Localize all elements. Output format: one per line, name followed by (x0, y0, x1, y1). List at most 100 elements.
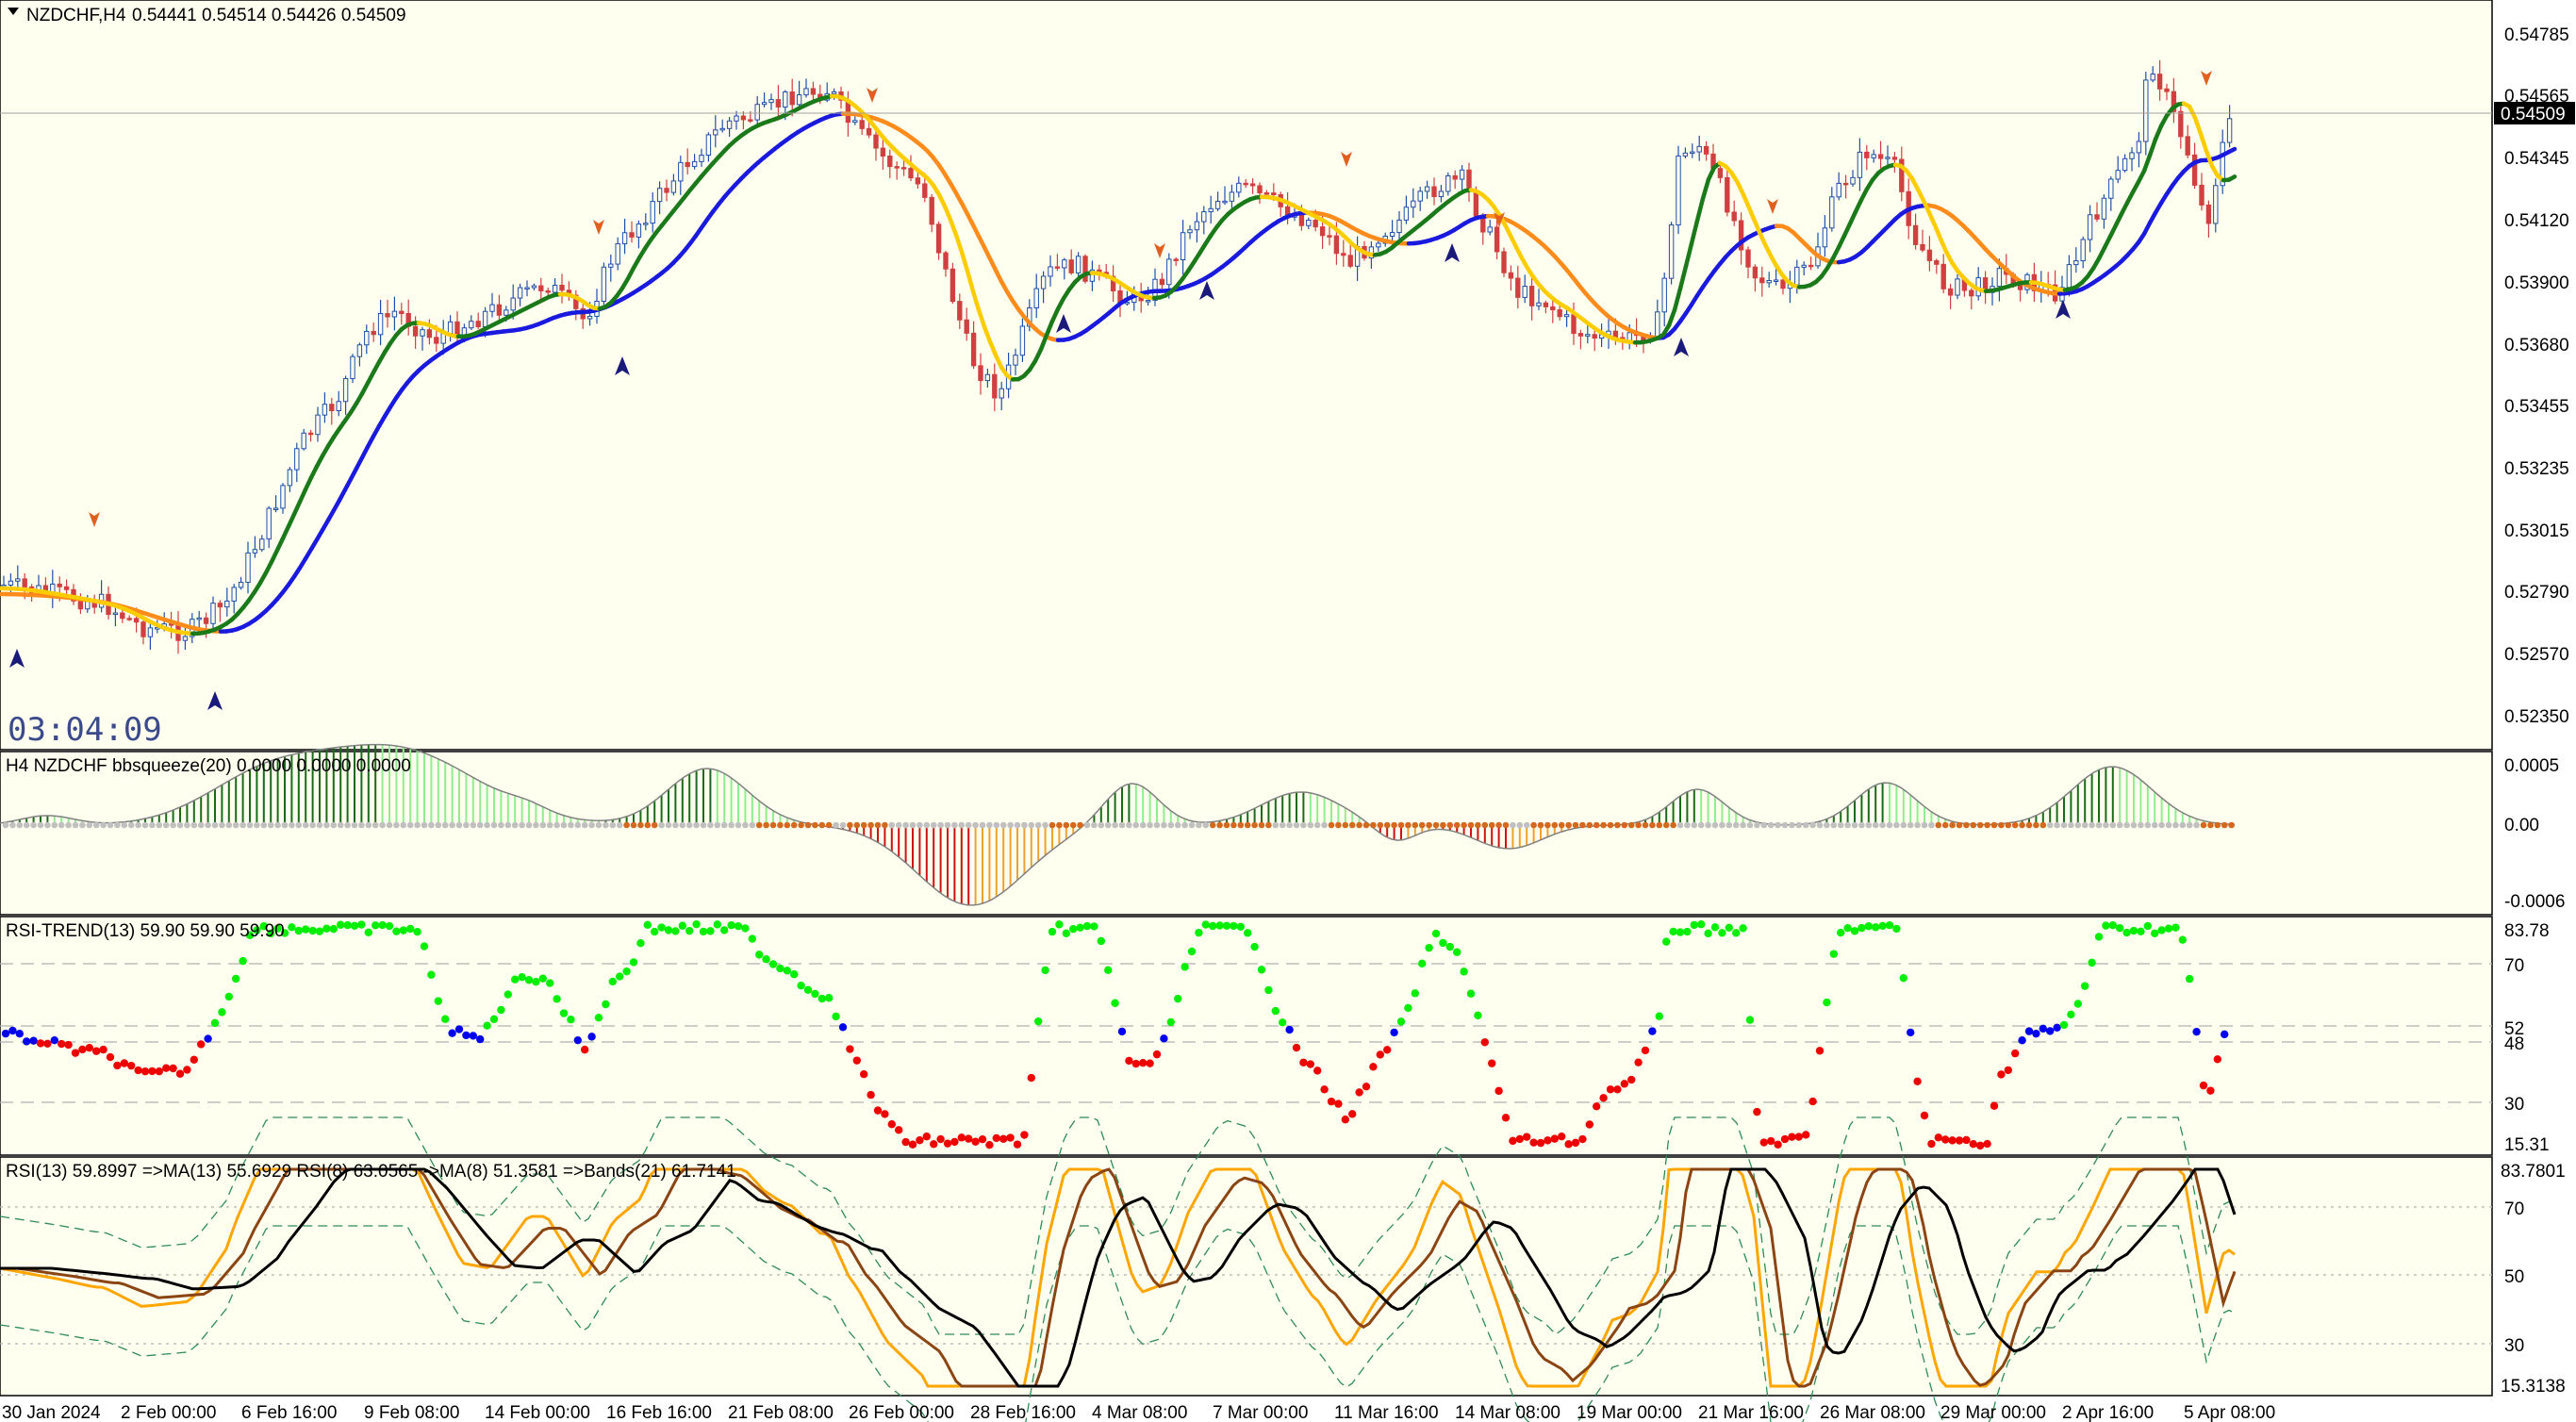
squeeze-dot (121, 821, 128, 829)
candle-body (1319, 226, 1326, 237)
squeeze-dot (1900, 821, 1907, 829)
candle-body (63, 586, 70, 590)
rsi-trend-dot (120, 1059, 128, 1067)
rsi-trend-dot (288, 923, 296, 932)
candle-body (496, 304, 503, 316)
candle-body (147, 627, 154, 637)
squeeze-dot (30, 821, 37, 829)
rsi-trend-dot (1425, 943, 1433, 952)
squeeze-dot (1746, 821, 1754, 829)
squeeze-dot (114, 821, 121, 829)
squeeze-dot (1775, 821, 1781, 829)
rsi-trend-dot (881, 1110, 889, 1118)
squeeze-dot (274, 821, 281, 829)
candle-body (2185, 136, 2190, 156)
rsi-trend-dot (2053, 1023, 2061, 1032)
time-label: 26 Mar 08:00 (1820, 1403, 1925, 1422)
candle-body (1263, 191, 1270, 195)
buy-arrow-icon (1445, 243, 1460, 262)
rsi-trend-dot (867, 1090, 875, 1100)
fast-ma-segment (2226, 174, 2237, 182)
squeeze-dot (1104, 821, 1112, 829)
price-axis[interactable]: 0.54785 0.54565 0.54345 0.54120 0.53900 … (2494, 25, 2575, 727)
main-price-panel[interactable]: NZDCHF,H4 0.54441 0.54514 0.54426 0.5450… (0, 0, 2493, 751)
rsi-trend-dot (8, 1026, 17, 1035)
rsi-trend-dot (2067, 1010, 2075, 1018)
squeeze-dot (246, 821, 254, 829)
moving-averages-group (0, 93, 2237, 637)
rsi-trend-dot (1131, 1059, 1141, 1068)
rsi-panel[interactable]: RSI(13) 59.8997 =>MA(13) 55.6929 RSI(8) … (0, 1116, 2566, 1422)
rsi-trend-dot (1082, 921, 1092, 931)
squeeze-dot (623, 821, 630, 829)
rsi-trend-dot (936, 1134, 945, 1144)
rsi-trend-dot (483, 1021, 491, 1030)
rsi-trend-dot (2011, 1049, 2020, 1058)
squeeze-dot (1705, 821, 1711, 829)
candle-body (1690, 151, 1695, 155)
candle-body (2073, 260, 2079, 266)
sell-arrow-icon (89, 512, 100, 527)
candle-body (719, 127, 725, 131)
rsi-trend-dot (190, 1055, 198, 1064)
rsi-trend-dot (1934, 1133, 1942, 1142)
sell-arrow-icon (593, 220, 604, 235)
squeeze-dot (609, 821, 617, 829)
candle-body (1054, 266, 1061, 269)
squeeze-dot (484, 821, 490, 829)
rsi-trend-dot (1181, 963, 1189, 971)
candle-body (691, 160, 698, 168)
candle-body (1780, 279, 1786, 289)
collapse-triangle-icon[interactable] (8, 8, 19, 15)
squeeze-dot (1830, 821, 1838, 829)
rsi-trend-panel[interactable]: RSI-TREND(13) 59.90 59.90 59.90 83.78 70… (0, 916, 2550, 1156)
squeeze-dot (1691, 821, 1698, 829)
rsi-trend-dot (29, 1036, 38, 1045)
squeeze-dot (162, 821, 170, 829)
squeeze-dot (1014, 821, 1021, 829)
candle-body (1187, 229, 1193, 234)
candle-body (601, 266, 607, 302)
candle-body (217, 603, 223, 608)
squeeze-dot (100, 821, 107, 829)
buy-arrow-icon (207, 691, 223, 710)
rsi-trend-dot (197, 1040, 206, 1049)
candle-body (1, 584, 7, 587)
squeeze-dot (190, 821, 198, 829)
fast-ma-segment (303, 475, 314, 492)
squeeze-dot (568, 821, 574, 829)
candle-body (1934, 259, 1940, 265)
time-axis[interactable]: 30 Jan 2024 2 Feb 00:00 6 Feb 16:00 9 Fe… (2, 1403, 2275, 1422)
squeeze-dot (1196, 821, 1202, 829)
squeeze-dot (1510, 821, 1516, 829)
candle-body (866, 127, 872, 136)
candle-body (1438, 190, 1445, 197)
squeeze-dot (1370, 821, 1377, 829)
candle-body (999, 388, 1004, 399)
squeeze-dot (1418, 821, 1426, 829)
rsi-trend-dot (1069, 924, 1078, 934)
rsi-trend-label: 48 (2504, 1034, 2524, 1054)
rsi-trend-dot (1641, 1046, 1650, 1055)
rsi-trend-dot (930, 1140, 938, 1149)
squeeze-dot (1300, 821, 1307, 829)
squeeze-dot (1335, 821, 1342, 829)
rsi-trend-dot (1899, 973, 1908, 983)
bbsqueeze-panel[interactable]: H4 NZDCHF bbsqueeze(20) 0.0000 0.0000 0.… (0, 743, 2565, 916)
squeeze-dot (149, 821, 156, 829)
bbsqueeze-label: -0.0006 (2504, 892, 2565, 912)
candle-body (1013, 355, 1018, 366)
candle-body (1236, 182, 1242, 193)
rsi-trend-label: 52 (2504, 1019, 2524, 1039)
rsi-trend-dot (357, 920, 366, 929)
rsi-trend-dot (1431, 929, 1441, 938)
rsi-trend-dot (567, 1015, 575, 1024)
rsi-trend-dot (1201, 920, 1211, 929)
rsi-trend-dot (140, 1066, 150, 1076)
rsi-trend-dot (1174, 994, 1182, 1003)
rsi-trend-dot (2171, 923, 2180, 932)
candle-body (2080, 239, 2086, 262)
candle-body (2136, 141, 2142, 154)
price-label: 0.53680 (2504, 336, 2569, 356)
